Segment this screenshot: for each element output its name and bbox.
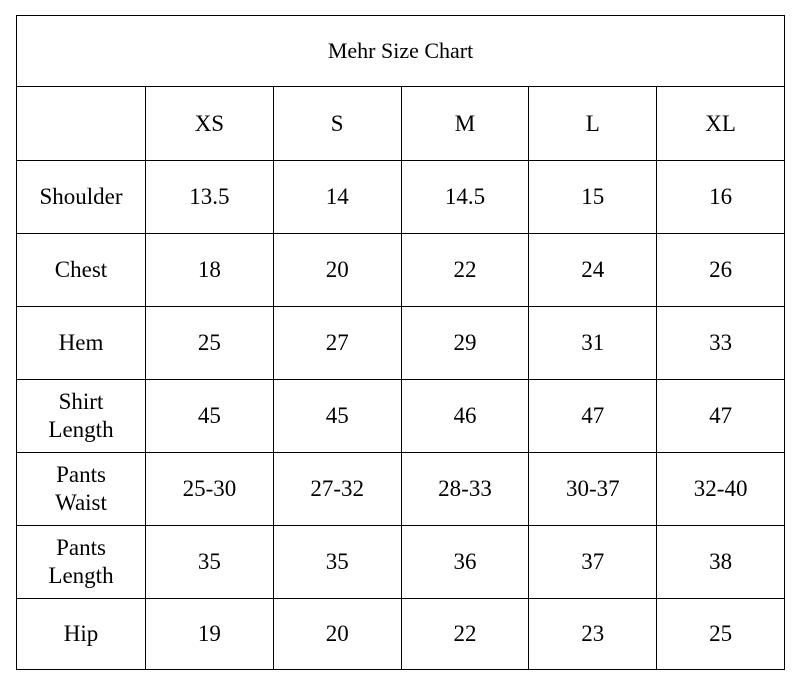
table-title: Mehr Size Chart <box>15 15 786 87</box>
size-header-xl: XL <box>656 86 786 161</box>
row-label-text: Pants Waist <box>55 462 107 515</box>
size-header-m: M <box>400 86 530 161</box>
size-header-l: L <box>528 86 658 161</box>
table-row: Shirt Length 45 45 46 47 47 <box>16 379 786 453</box>
table-cell: 18 <box>145 233 274 307</box>
row-label-text: Shoulder <box>39 184 123 209</box>
table-cell: 22 <box>400 233 530 307</box>
table-cell: 45 <box>272 379 402 453</box>
table-cell: 27 <box>272 306 402 380</box>
row-label-text: Pants Length <box>48 535 114 588</box>
size-header-s: S <box>272 86 402 161</box>
size-header-xs: XS <box>145 86 274 161</box>
row-label: Pants Length <box>16 525 146 599</box>
table-cell: 16 <box>656 160 786 234</box>
size-header-row: XS S M L XL <box>16 86 786 161</box>
row-label: Shirt Length <box>16 379 146 453</box>
table-row: Pants Waist 25-30 27-32 28-33 30-37 32-4… <box>16 452 786 526</box>
table-cell: 37 <box>528 525 658 599</box>
row-label-text: Chest <box>54 257 108 282</box>
table-cell: 45 <box>145 379 274 453</box>
table-cell: 22 <box>400 598 530 670</box>
header-blank-cell <box>16 86 146 161</box>
table-cell: 36 <box>400 525 530 599</box>
table-cell: 27-32 <box>272 452 402 526</box>
table-cell: 28-33 <box>400 452 530 526</box>
table-cell: 14 <box>272 160 402 234</box>
row-label: Hem <box>16 306 146 380</box>
table-cell: 46 <box>400 379 530 453</box>
table-cell: 35 <box>272 525 402 599</box>
size-chart-table: Mehr Size Chart XS S M L XL Shoulder 13.… <box>15 15 786 670</box>
table-cell: 24 <box>528 233 658 307</box>
table-cell: 25-30 <box>145 452 274 526</box>
table-row: Hem 25 27 29 31 33 <box>16 306 786 380</box>
table-cell: 13.5 <box>145 160 274 234</box>
row-label: Hip <box>16 598 146 670</box>
table-cell: 19 <box>145 598 274 670</box>
row-label: Chest <box>16 233 146 307</box>
table-row: Chest 18 20 22 24 26 <box>16 233 786 307</box>
table-cell: 32-40 <box>656 452 786 526</box>
row-label: Pants Waist <box>16 452 146 526</box>
table-cell: 15 <box>528 160 658 234</box>
table-row: Pants Length 35 35 36 37 38 <box>16 525 786 599</box>
row-label-text: Shirt Length <box>48 389 114 442</box>
table-cell: 38 <box>656 525 786 599</box>
table-cell: 30-37 <box>528 452 658 526</box>
table-cell: 31 <box>528 306 658 380</box>
table-row: Hip 19 20 22 23 25 <box>16 598 786 670</box>
table-cell: 14.5 <box>400 160 530 234</box>
row-label-text: Hem <box>58 330 104 355</box>
table-cell: 33 <box>656 306 786 380</box>
table-cell: 20 <box>272 233 402 307</box>
table-cell: 23 <box>528 598 658 670</box>
table-row: Shoulder 13.5 14 14.5 15 16 <box>16 160 786 234</box>
table-cell: 25 <box>145 306 274 380</box>
table-cell: 25 <box>656 598 786 670</box>
table-cell: 26 <box>656 233 786 307</box>
title-row: Mehr Size Chart <box>15 15 786 87</box>
table-cell: 47 <box>528 379 658 453</box>
table-cell: 20 <box>272 598 402 670</box>
table-cell: 35 <box>145 525 274 599</box>
row-label: Shoulder <box>16 160 146 234</box>
table-cell: 47 <box>656 379 786 453</box>
table-cell: 29 <box>400 306 530 380</box>
row-label-text: Hip <box>63 621 99 646</box>
